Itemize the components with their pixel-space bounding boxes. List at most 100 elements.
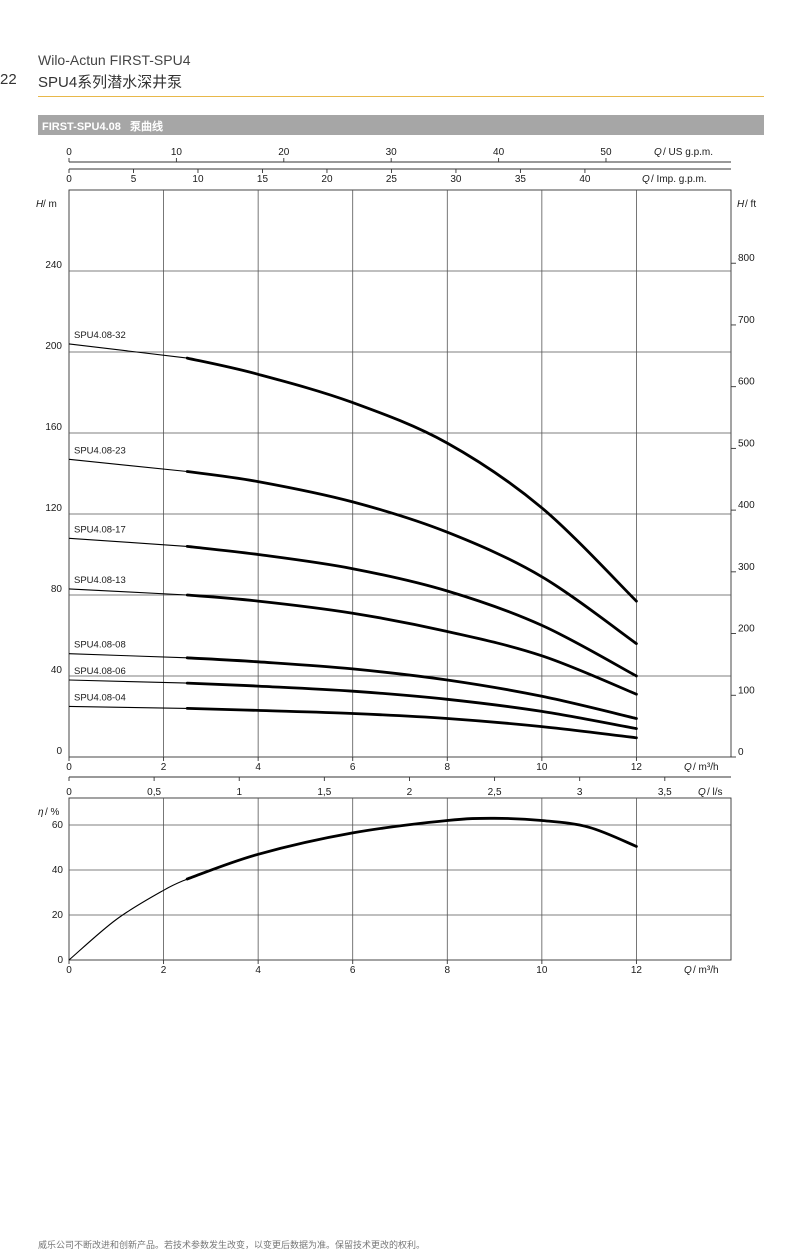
head-x-tick-label: 8 [445, 762, 451, 773]
feet-axis-tick-label: 600 [738, 377, 755, 388]
imp-gpm-tick-label: 25 [386, 174, 398, 185]
feet-axis-tick-label: 800 [738, 253, 755, 264]
head-curve [185, 681, 638, 730]
feet-axis-tick-label: 100 [738, 685, 755, 696]
curve-label: SPU4.08-08 [74, 640, 126, 651]
curve-label: SPU4.08-04 [74, 692, 126, 703]
ls-tick-label: 3 [577, 787, 583, 798]
header-subtitle: SPU4系列潜水深井泵 [38, 74, 183, 91]
head-x-tick-label: 0 [66, 762, 72, 773]
section-bar: FIRST-SPU4.08 泵曲线 [38, 115, 764, 135]
curve-label: SPU4.08-17 [74, 524, 126, 535]
feet-axis-tick-label: 500 [738, 438, 755, 449]
feet-axis-tick-label: 0 [738, 747, 744, 758]
ls-tick-label: 1 [236, 787, 242, 798]
imp-gpm-tick-label: 40 [579, 174, 591, 185]
section-title: FIRST-SPU4.08 泵曲线 [42, 121, 164, 133]
imp-gpm-tick-label: 15 [257, 174, 269, 185]
efficiency-x-tick-label: 12 [631, 965, 643, 976]
header-title: Wilo-Actun FIRST-SPU4 [38, 52, 191, 68]
feet-y-axis-title: H [737, 199, 745, 210]
imp-gpm-tick-label: 30 [450, 174, 462, 185]
us-gpm-tick-label: 0 [66, 147, 72, 158]
head-curve-extension [68, 458, 188, 473]
ls-tick-label: 0 [66, 787, 72, 798]
ls-axis-unit: / l/s [707, 787, 723, 798]
head-y-tick-label: 80 [51, 584, 63, 595]
feet-axis-tick-label: 700 [738, 315, 755, 326]
imp-gpm-tick-label: 5 [131, 174, 137, 185]
us-gpm-tick-label: 30 [386, 147, 398, 158]
head-curve [185, 656, 638, 720]
head-curve [185, 707, 638, 740]
head-x-tick-label: 2 [161, 762, 167, 773]
head-x-tick-label: 10 [536, 762, 548, 773]
ls-axis-title: Q [698, 787, 706, 798]
ls-tick-label: 3,5 [658, 787, 672, 798]
page-number: 22 [0, 71, 17, 88]
efficiency-y-tick-label: 0 [57, 955, 63, 966]
efficiency-plot-frame [68, 797, 732, 961]
head-y-axis-unit: / m [43, 199, 57, 210]
head-curve-extension [68, 537, 188, 547]
imp-gpm-tick-label: 35 [515, 174, 527, 185]
head-curve-extension [68, 653, 188, 659]
head-y-tick-label: 160 [45, 422, 62, 433]
efficiency-y-tick-label: 40 [52, 865, 64, 876]
efficiency-x-axis-unit: / m³/h [693, 965, 719, 976]
curve-label: SPU4.08-32 [74, 330, 126, 341]
efficiency-y-tick-label: 60 [52, 820, 64, 831]
ls-tick-label: 0,5 [147, 787, 161, 798]
efficiency-x-tick-label: 4 [255, 965, 261, 976]
us-gpm-tick-label: 50 [600, 147, 612, 158]
head-curve-extension [68, 343, 188, 359]
efficiency-x-axis-title: Q [684, 965, 692, 976]
ls-tick-label: 2,5 [488, 787, 502, 798]
footer-note: 威乐公司不断改进和创新产品。若技术参数发生改变，以变更后数据为准。保留技术更改的… [38, 1240, 426, 1250]
efficiency-x-tick-label: 8 [445, 965, 451, 976]
efficiency-y-axis-unit: / % [45, 807, 60, 818]
feet-axis-tick-label: 300 [738, 562, 755, 573]
us-gpm-axis-unit: / US g.p.m. [663, 147, 713, 158]
head-curve [185, 545, 638, 678]
head-y-tick-label: 240 [45, 260, 62, 271]
efficiency-x-tick-label: 0 [66, 965, 72, 976]
efficiency-y-axis-title: η [38, 807, 44, 818]
ls-tick-label: 2 [407, 787, 413, 798]
head-curve [185, 593, 638, 696]
head-x-tick-label: 4 [255, 762, 261, 773]
curve-label: SPU4.08-06 [74, 666, 126, 677]
curve-label: SPU4.08-13 [74, 575, 126, 586]
head-x-axis-unit: / m³/h [693, 762, 719, 773]
ls-tick-label: 1,5 [317, 787, 331, 798]
head-x-axis-title: Q [684, 762, 692, 773]
efficiency-x-tick-label: 10 [536, 965, 548, 976]
feet-y-axis-unit: / ft [745, 199, 756, 210]
imp-gpm-tick-label: 10 [192, 174, 204, 185]
feet-axis-tick-label: 200 [738, 624, 755, 635]
head-curve [185, 356, 638, 603]
head-y-tick-label: 0 [56, 746, 62, 757]
us-gpm-axis-title: Q [654, 147, 662, 158]
imp-gpm-tick-label: 0 [66, 174, 72, 185]
head-y-tick-label: 120 [45, 503, 62, 514]
head-x-tick-label: 12 [631, 762, 643, 773]
head-x-tick-label: 6 [350, 762, 356, 773]
efficiency-x-tick-label: 2 [161, 965, 167, 976]
head-curve-extension [68, 679, 188, 684]
imp-gpm-axis-title: Q [642, 174, 650, 185]
curve-label: SPU4.08-23 [74, 445, 126, 456]
header-divider [38, 96, 764, 97]
head-curve-extension [68, 588, 188, 596]
efficiency-y-tick-label: 20 [52, 910, 64, 921]
efficiency-x-tick-label: 6 [350, 965, 356, 976]
head-y-axis-title: H [36, 199, 44, 210]
feet-axis-tick-label: 400 [738, 500, 755, 511]
head-y-tick-label: 40 [51, 665, 63, 676]
us-gpm-tick-label: 10 [171, 147, 183, 158]
head-y-tick-label: 200 [45, 341, 62, 352]
efficiency-curve [185, 816, 638, 881]
imp-gpm-tick-label: 20 [321, 174, 333, 185]
us-gpm-tick-label: 20 [278, 147, 290, 158]
